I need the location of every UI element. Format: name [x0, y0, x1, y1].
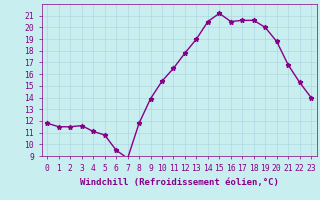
X-axis label: Windchill (Refroidissement éolien,°C): Windchill (Refroidissement éolien,°C)	[80, 178, 279, 187]
